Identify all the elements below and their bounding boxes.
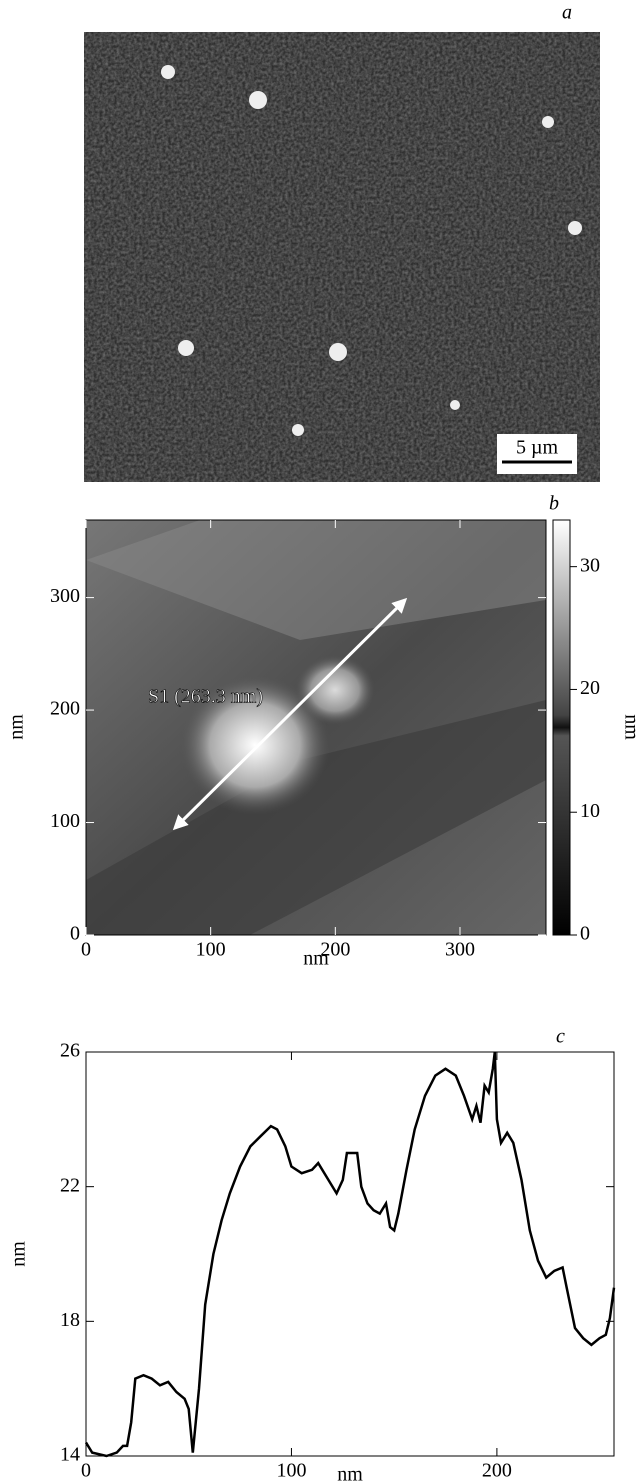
colorbar-tick-label: 30: [580, 554, 600, 576]
y-tick-label: 300: [50, 585, 80, 607]
annotation: S1 (263.3 nm): [148, 686, 263, 708]
colorbar-tick-label: 0: [580, 923, 590, 945]
x-tick-label: 0: [81, 939, 91, 961]
colorbar-label: nm: [620, 714, 642, 740]
y-tick-label: 200: [50, 698, 80, 720]
y-axis-label: nm: [6, 714, 28, 740]
x-tick-label: 200: [482, 1460, 512, 1482]
panel-b: S1 (263.3 nm) b nm nm nm: [6, 493, 642, 970]
y-tick-label: 26: [60, 1040, 80, 1062]
grain: [295, 655, 375, 725]
y-tick-label: 100: [50, 810, 80, 832]
y-tick-label: 14: [60, 1444, 80, 1466]
x-tick-label: 0: [81, 1460, 91, 1482]
y-tick-label: 18: [60, 1309, 80, 1331]
panel-label: b: [549, 493, 559, 515]
figure: 5 µm a S1 (263.3 nm) b nm nm nm c nm nm …: [0, 0, 642, 1484]
x-tick-label: 300: [445, 939, 475, 961]
y-tick-label: 0: [70, 923, 80, 945]
x-tick-label: 100: [196, 939, 226, 961]
panel-a: 5 µm a: [84, 2, 600, 482]
y-axis-label: nm: [8, 1241, 30, 1267]
sem-texture: [84, 32, 600, 482]
colorbar-tick-label: 20: [580, 677, 600, 699]
profile-line: [86, 1052, 614, 1456]
colorbar-tick-label: 10: [580, 800, 600, 822]
colorbar: [553, 520, 570, 935]
panel-label: a: [562, 2, 572, 24]
x-axis-label: nm: [337, 1464, 363, 1484]
panel-c: c nm nm: [8, 1026, 614, 1484]
panel-label: c: [556, 1026, 565, 1048]
scale-bar-label: 5 µm: [516, 437, 559, 459]
x-tick-label: 200: [320, 939, 350, 961]
x-tick-label: 100: [276, 1460, 306, 1482]
y-tick-label: 22: [60, 1174, 80, 1196]
plot-frame: [86, 1052, 614, 1456]
